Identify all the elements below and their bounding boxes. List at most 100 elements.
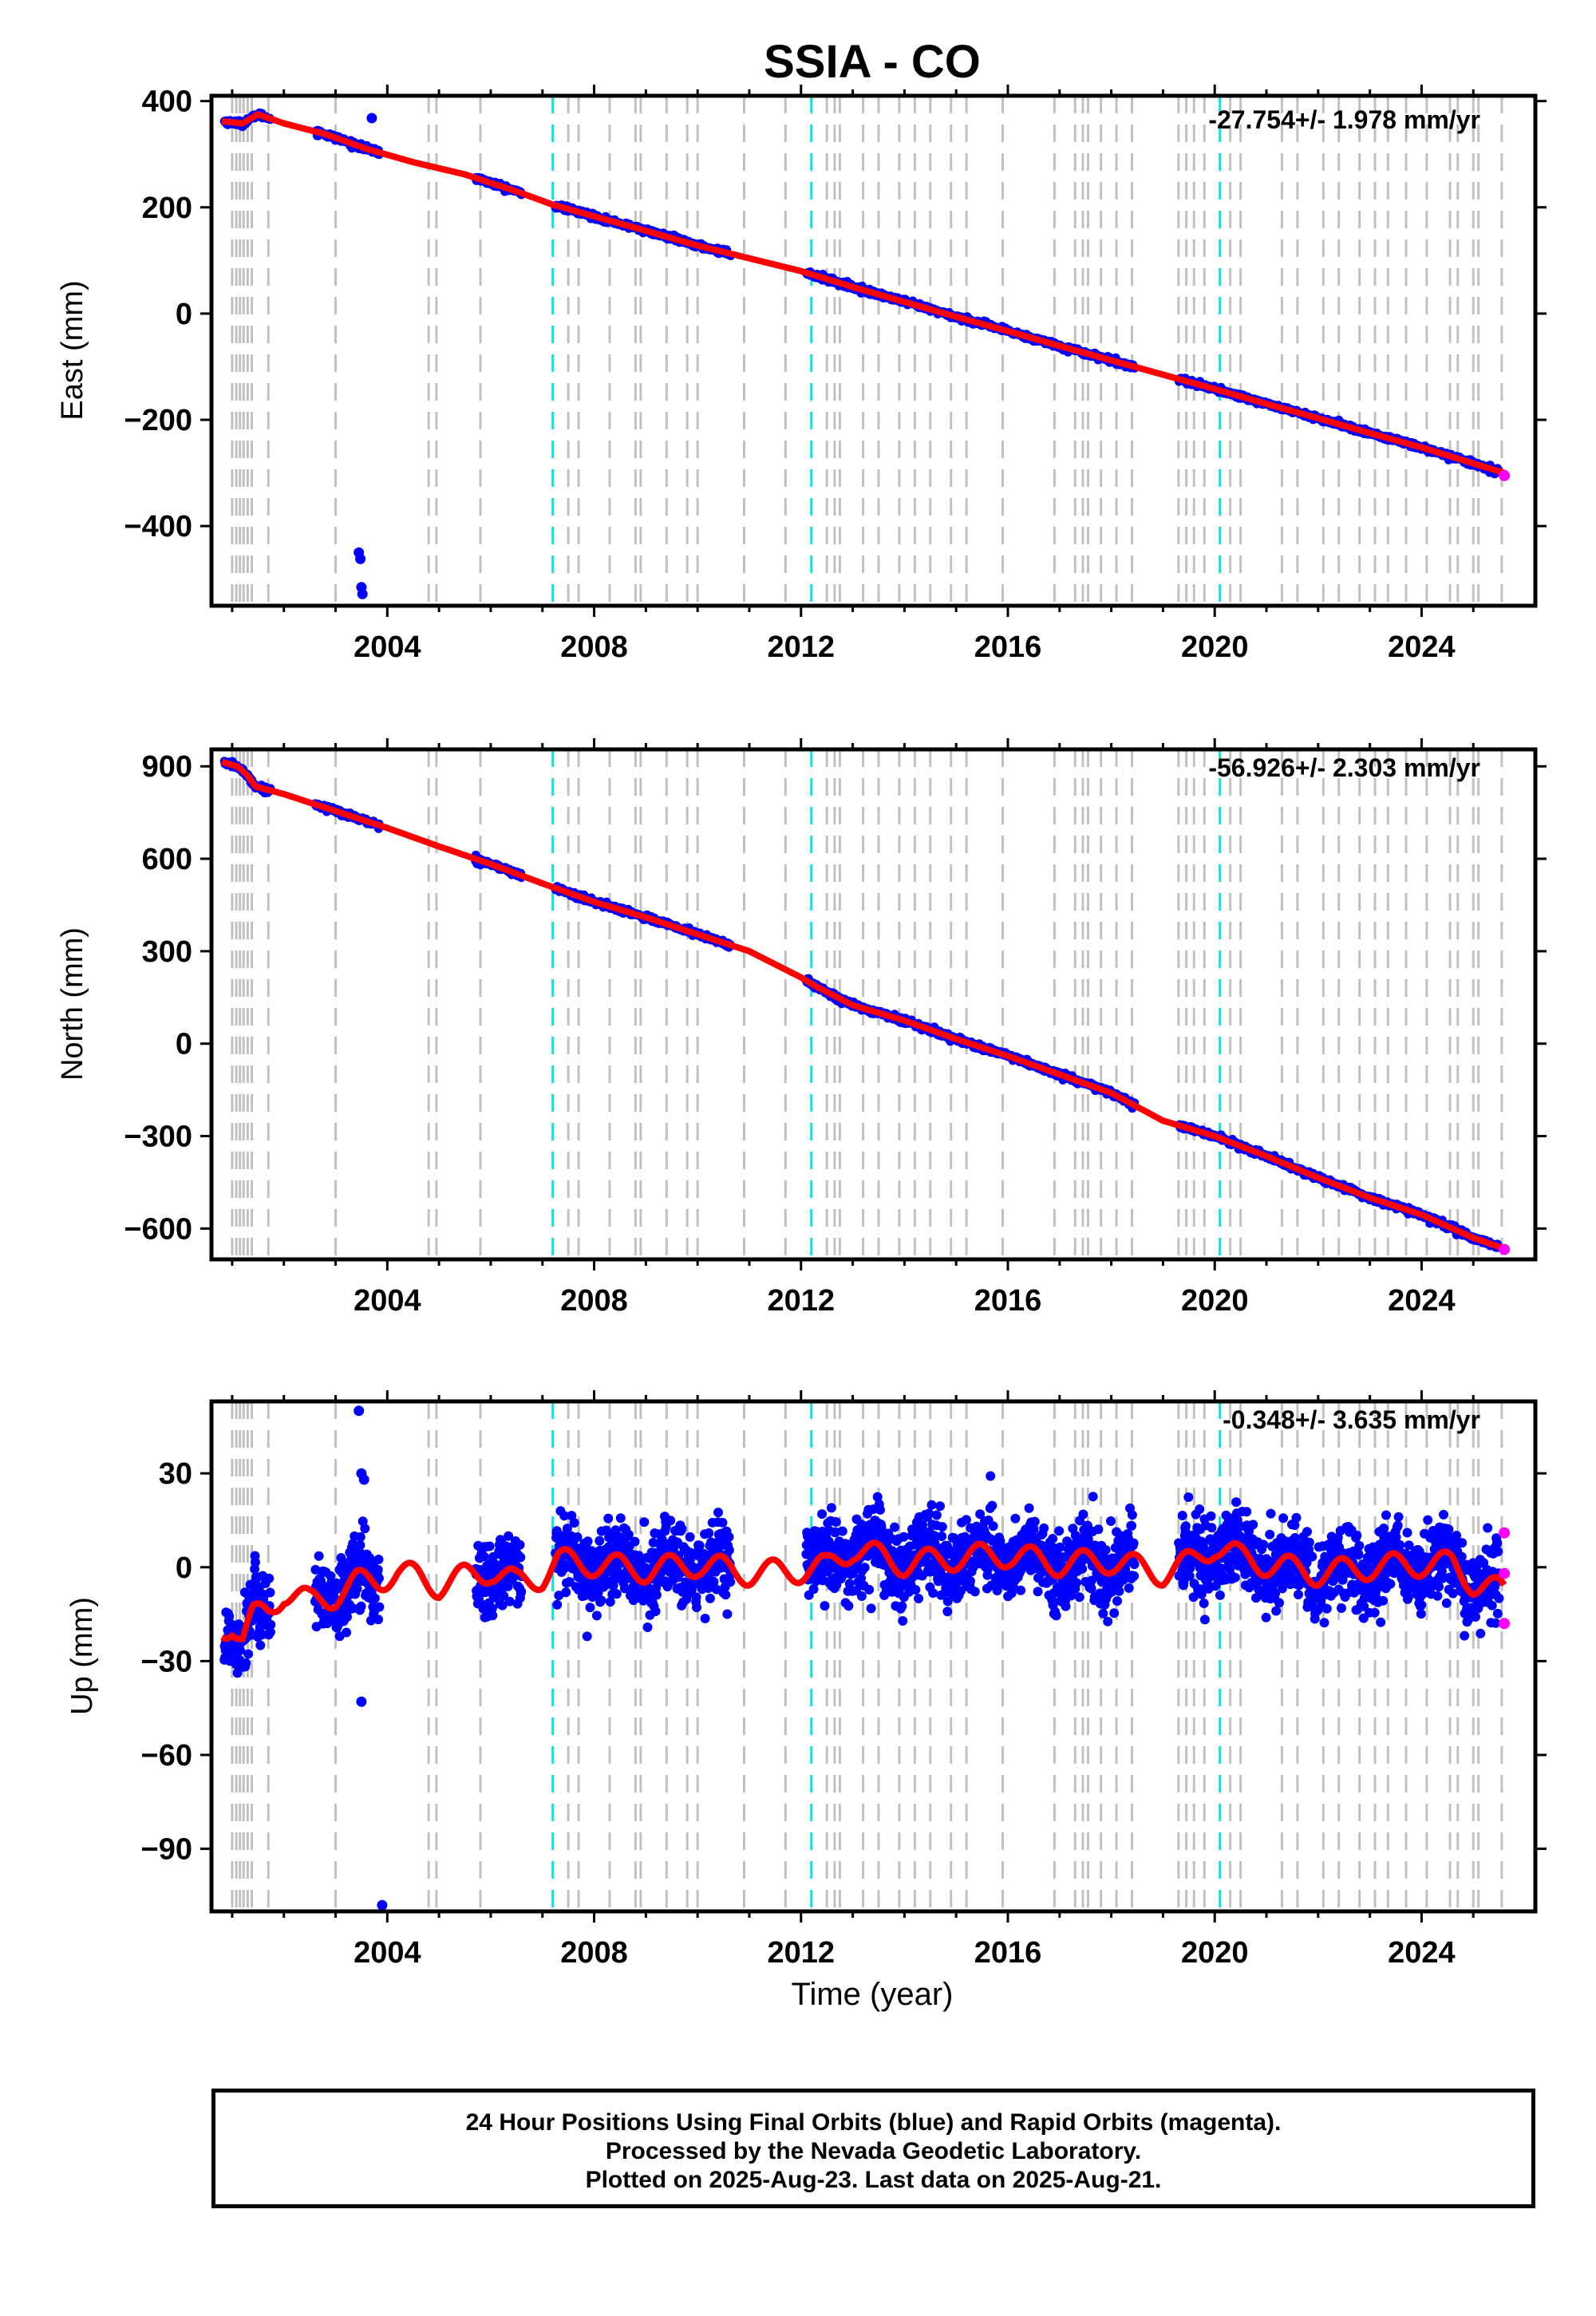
up-point: [704, 1528, 714, 1538]
up-point: [724, 1531, 734, 1542]
east-outlier-point: [357, 588, 368, 599]
north-y-tick-label: −300: [124, 1120, 192, 1154]
east-y-axis-label: East (mm): [56, 280, 89, 420]
up-point: [611, 1589, 622, 1599]
up-point: [630, 1536, 640, 1547]
north-y-tick-label: −600: [124, 1212, 192, 1246]
up-point: [713, 1508, 723, 1518]
up-point: [651, 1590, 662, 1600]
up-point: [515, 1539, 525, 1550]
up-point: [582, 1631, 592, 1642]
east-plot-frame: [209, 93, 1538, 608]
east-x-tick-label: 2016: [974, 630, 1042, 664]
up-point: [243, 1649, 254, 1659]
up-point: [373, 1564, 383, 1575]
up-point: [843, 1601, 854, 1611]
up-point: [596, 1595, 606, 1606]
up-point: [595, 1535, 605, 1546]
up-point: [264, 1573, 275, 1583]
east-y-tick-label: 200: [142, 192, 192, 225]
up-point: [355, 1531, 365, 1542]
up-point: [552, 1599, 563, 1610]
up-final-orbit-points: [219, 1471, 1504, 1678]
east-y-tick-label: −400: [124, 510, 192, 543]
up-point: [585, 1603, 595, 1613]
up-point: [721, 1590, 731, 1600]
up-point: [516, 1552, 526, 1563]
up-point: [265, 1587, 275, 1598]
up-point: [374, 1602, 385, 1612]
up-point: [224, 1611, 235, 1622]
north-x-tick-label: 2004: [354, 1284, 421, 1318]
up-point: [864, 1584, 875, 1595]
up-point: [314, 1551, 324, 1561]
north-y-tick-label: 600: [142, 843, 192, 876]
up-point: [561, 1587, 571, 1598]
up-point: [666, 1516, 676, 1526]
up-point: [817, 1509, 828, 1520]
up-point: [639, 1517, 650, 1528]
north-y-axis-label: North (mm): [56, 927, 89, 1081]
up-point: [724, 1545, 734, 1555]
up-point: [360, 1524, 370, 1534]
up-point: [642, 1622, 653, 1632]
up-point: [866, 1603, 876, 1614]
up-point: [569, 1518, 579, 1528]
up-point: [831, 1517, 841, 1527]
up-point: [650, 1607, 661, 1616]
up-point: [484, 1541, 495, 1551]
up-point: [251, 1557, 260, 1567]
up-point: [685, 1531, 695, 1542]
north-rapid-orbit-point: [1499, 1243, 1511, 1255]
up-point: [266, 1619, 276, 1630]
north-x-tick-label: 2008: [560, 1284, 628, 1318]
east-y-tick-label: 0: [176, 298, 192, 331]
up-point: [603, 1513, 614, 1524]
up-point: [859, 1563, 870, 1573]
east-x-tick-label: 2012: [768, 630, 836, 664]
up-point: [615, 1513, 626, 1524]
north-model-curve: [219, 758, 1507, 1252]
up-point: [677, 1524, 687, 1534]
up-point: [516, 1587, 527, 1597]
up-point: [826, 1503, 836, 1513]
up-point: [700, 1614, 710, 1623]
up-point: [583, 1536, 593, 1547]
north-x-tick-label: 2016: [974, 1284, 1042, 1318]
chart-title: SSIA - CO: [764, 36, 981, 88]
east-x-tick-label: 2004: [354, 630, 421, 664]
up-point: [691, 1592, 701, 1603]
north-x-tick-label: 2012: [768, 1284, 836, 1318]
up-point: [820, 1601, 830, 1611]
east-rate-label: -27.754+/- 1.978 mm/yr: [1208, 105, 1480, 134]
north-x-tick-label: 2020: [1181, 1284, 1249, 1318]
up-point: [837, 1526, 847, 1536]
east-y-tick-label: −200: [124, 404, 192, 437]
up-point: [355, 1540, 365, 1551]
up-point: [373, 1555, 384, 1564]
up-point: [241, 1658, 251, 1668]
north-panel: 900 600 300 0 −300 −600 2004 2008 2012 2016 2020 20…: [56, 738, 1547, 1318]
up-point: [591, 1611, 602, 1621]
east-y-tick-label: 400: [142, 85, 192, 119]
up-point: [856, 1591, 867, 1601]
up-point: [722, 1609, 733, 1619]
up-point: [705, 1593, 715, 1603]
up-point: [255, 1640, 266, 1650]
north-rate-label: -56.926+/- 2.303 mm/yr: [1208, 753, 1480, 782]
east-rapid-orbit-point: [1499, 469, 1511, 481]
east-x-tick-label: 2024: [1388, 630, 1456, 664]
up-point: [717, 1517, 728, 1528]
up-point: [692, 1603, 701, 1613]
north-x-tick-label: 2024: [1388, 1284, 1456, 1318]
up-point: [373, 1614, 384, 1625]
north-y-tick-label: 300: [142, 935, 192, 969]
north-y-tick-label: 900: [142, 750, 192, 784]
up-point: [342, 1627, 352, 1638]
east-outlier-point: [355, 553, 366, 564]
north-y-tick-label: 0: [176, 1028, 192, 1061]
east-x-tick-label: 2008: [560, 630, 628, 664]
